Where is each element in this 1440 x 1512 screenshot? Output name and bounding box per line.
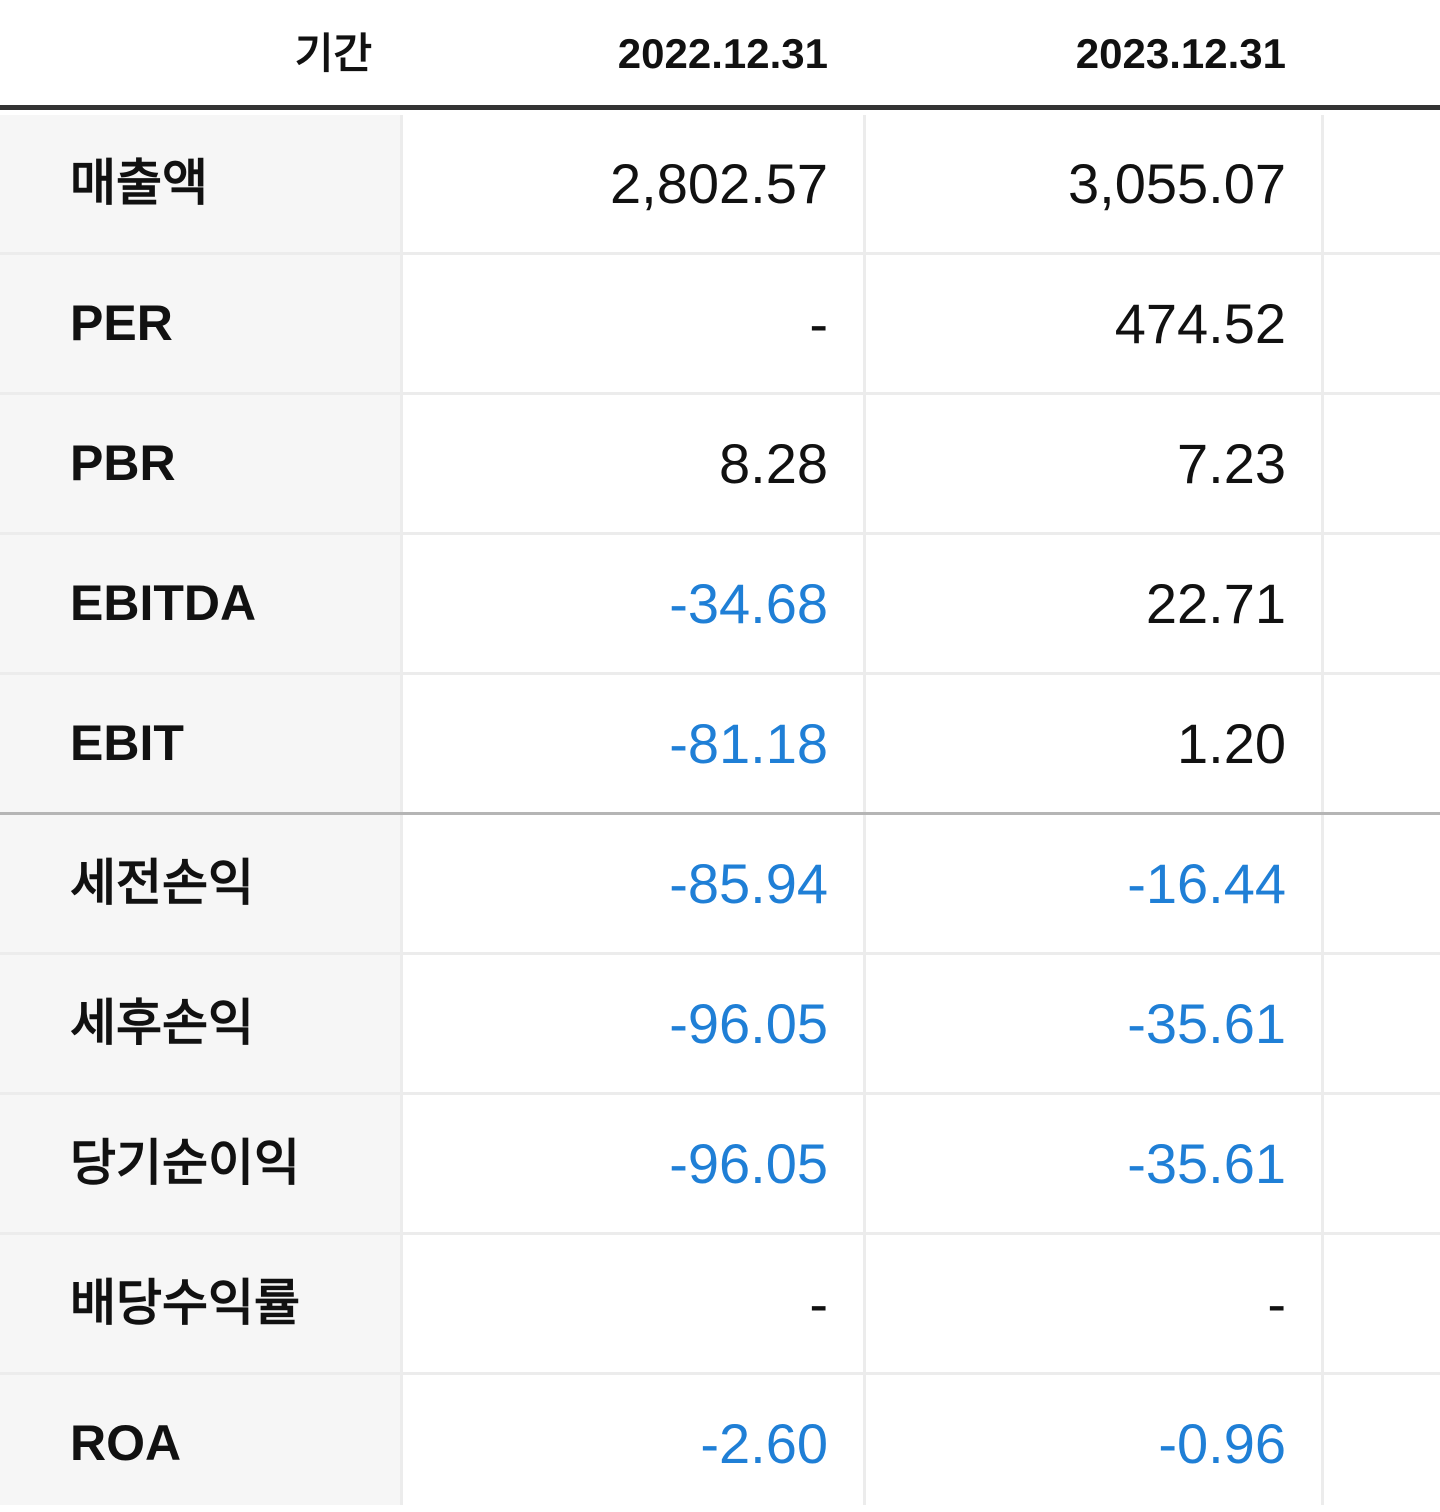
- table-row: ROA -2.60 -0.96: [0, 1375, 1440, 1505]
- row-label: ROA: [70, 1415, 182, 1471]
- row-value-2023: 474.52: [1114, 292, 1286, 355]
- row-label: 매출액: [70, 155, 208, 211]
- row-value-2022: -85.94: [669, 852, 828, 915]
- row-label-cell: [0, 815, 403, 952]
- row-value-2023: 22.71: [1145, 572, 1286, 635]
- row-value-2022: -96.05: [669, 1132, 828, 1195]
- row-label-cell: [0, 1235, 403, 1372]
- period-header: 기간: [294, 30, 372, 77]
- row-label: PER: [70, 295, 173, 351]
- row-value-2022: -: [809, 292, 828, 355]
- table-row: 세전손익 -85.94 -16.44: [0, 815, 1440, 955]
- row-label: 배당수익률: [70, 1275, 300, 1331]
- table-header: 기간 2022.12.31 2023.12.31: [0, 0, 1440, 110]
- row-label: EBIT: [70, 715, 184, 771]
- row-value-2022: -96.05: [669, 992, 828, 1055]
- row-value-2023: -0.96: [1158, 1412, 1286, 1475]
- table-row: PER - 474.52: [0, 255, 1440, 395]
- row-value-2022: 2,802.57: [610, 152, 828, 215]
- row-label-cell: [0, 1375, 403, 1505]
- row-value-2023: -: [1267, 1272, 1286, 1335]
- row-label: 세전손익: [70, 855, 254, 911]
- row-label-cell: [0, 675, 403, 812]
- row-value-2023: -35.61: [1127, 992, 1286, 1055]
- row-label: EBITDA: [70, 575, 257, 631]
- row-label-cell: [0, 535, 403, 672]
- table-row: PBR 8.28 7.23: [0, 395, 1440, 535]
- row-label: 당기순이익: [70, 1135, 300, 1191]
- row-value-2023: 1.20: [1177, 712, 1286, 775]
- row-value-2023: -16.44: [1127, 852, 1286, 915]
- row-label-cell: [0, 1095, 403, 1232]
- table-body: 매출액 2,802.57 3,055.07 PER - 474.52 PBR 8…: [0, 115, 1440, 1505]
- table-row: EBIT -81.18 1.20: [0, 675, 1440, 815]
- row-value-2023: 7.23: [1177, 432, 1286, 495]
- row-value-2022: -81.18: [669, 712, 828, 775]
- row-label: 세후손익: [70, 995, 254, 1051]
- row-value-2023: 3,055.07: [1068, 152, 1286, 215]
- table-row: 매출액 2,802.57 3,055.07: [0, 115, 1440, 255]
- row-value-2023: -35.61: [1127, 1132, 1286, 1195]
- table-row: 세후손익 -96.05 -35.61: [0, 955, 1440, 1095]
- table-row: EBITDA -34.68 22.71: [0, 535, 1440, 675]
- row-value-2022: -: [809, 1272, 828, 1335]
- row-value-2022: -34.68: [669, 572, 828, 635]
- column-header-2022: 2022.12.31: [617, 30, 828, 77]
- row-label: PBR: [70, 435, 176, 491]
- row-value-2022: 8.28: [719, 432, 828, 495]
- table-row: 배당수익률 - -: [0, 1235, 1440, 1375]
- row-label-cell: [0, 395, 403, 532]
- row-label-cell: [0, 955, 403, 1092]
- column-header-2023: 2023.12.31: [1075, 30, 1286, 77]
- row-value-2022: -2.60: [700, 1412, 828, 1475]
- row-label-cell: [0, 115, 403, 252]
- row-label-cell: [0, 255, 403, 392]
- table-row: 당기순이익 -96.05 -35.61: [0, 1095, 1440, 1235]
